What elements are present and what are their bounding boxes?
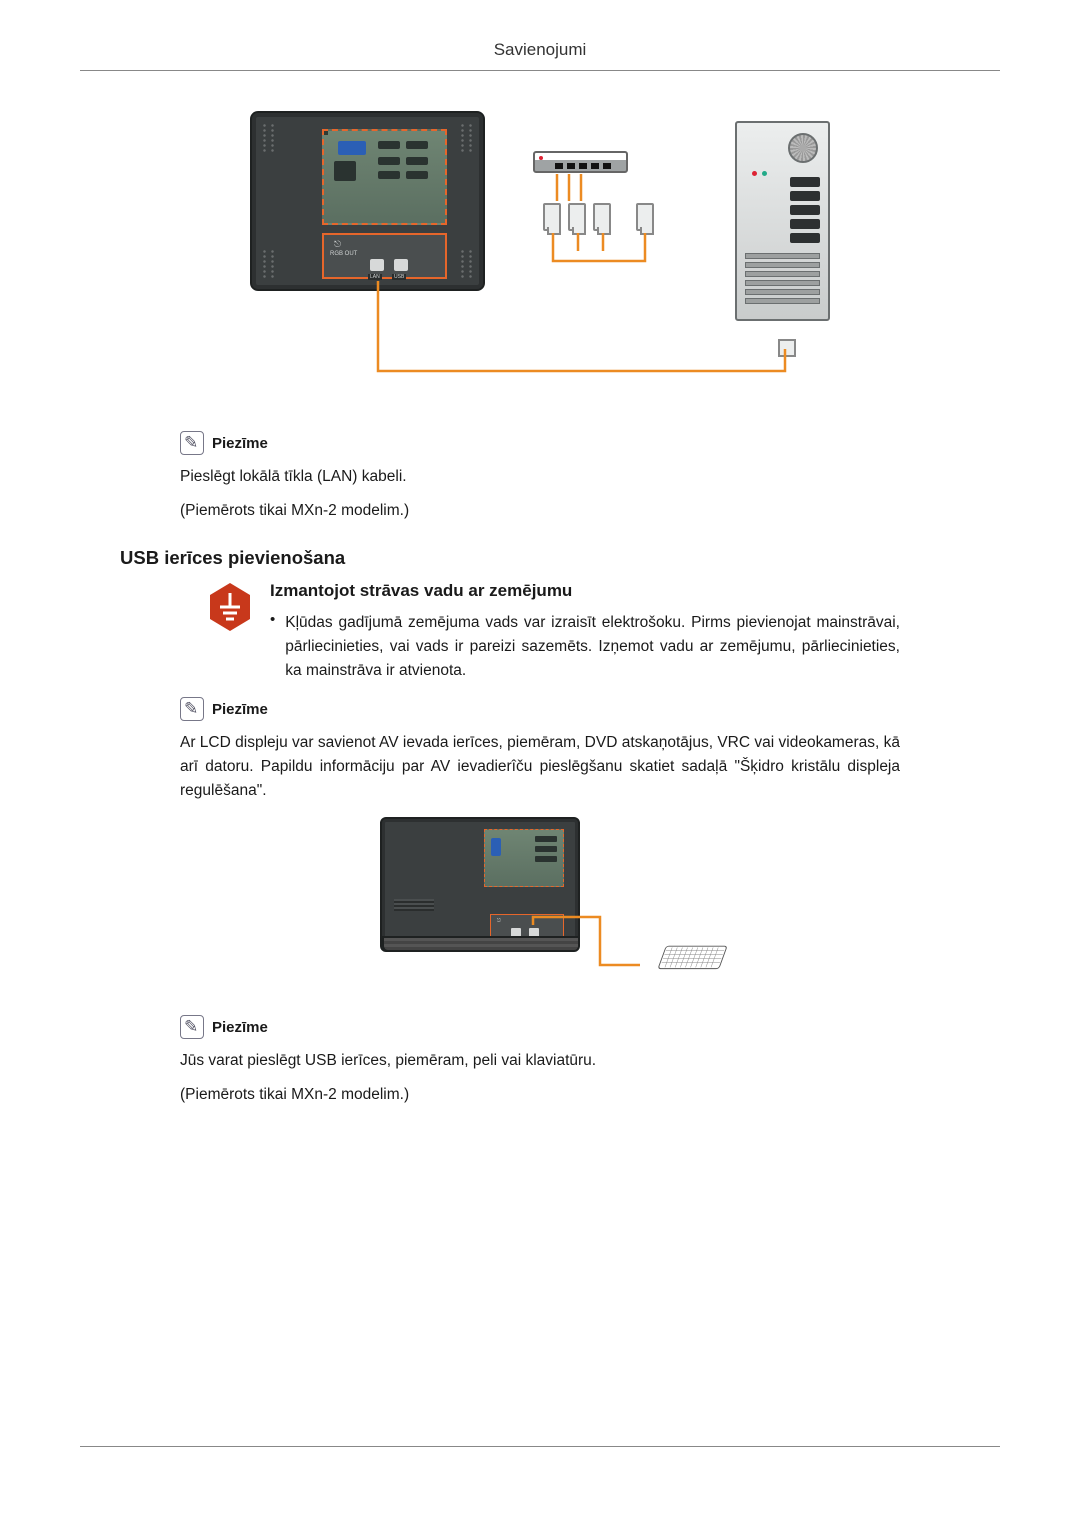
ground-warning-icon [208,581,252,633]
pc-3 [593,203,611,231]
pc-1 [543,203,561,231]
usb-section-title: USB ierīces pievienošana [120,547,900,569]
note-label: Piezīme [212,435,268,452]
ground-warning-text: Kļūdas gadījumā zemējuma vads var izrais… [285,611,900,683]
figure-lan-diagram: ⎋ RGB OUT LAN USB [250,111,830,401]
note3-text-2: (Piemērots tikai MXn-2 modelim.) [180,1083,900,1107]
footer-rule [80,1446,1000,1447]
pc-4 [636,203,654,231]
note3-text-1: Jūs varat pieslēgt USB ierīces, piemēram… [180,1049,900,1073]
note1-text-1: Pieslēgt lokālā tīkla (LAN) kabeli. [180,465,900,489]
bullet: • [270,611,275,683]
rgb-out-label: RGB OUT [330,251,357,257]
header-rule [80,70,1000,71]
note-icon [180,431,204,455]
usb-icon: ⎋ [334,239,341,250]
network-hub [533,151,628,173]
monitor-rear: ⎋ RGB OUT LAN USB [250,111,485,291]
usb-port-label: USB [392,274,406,280]
keyboard-icon [648,943,738,975]
page-header: Savienojumi [80,40,1000,70]
figure-usb-diagram: ⎋ [380,817,700,997]
note-icon [180,1015,204,1039]
pc-tower [735,121,830,321]
tower-lan-port [778,339,796,357]
note-icon [180,697,204,721]
pc-2 [568,203,586,231]
note-label: Piezīme [212,701,268,718]
note-label: Piezīme [212,1019,268,1036]
note2-text: Ar LCD displeju var savienot AV ievada i… [180,731,900,803]
lan-port-label: LAN [368,274,382,280]
note1-text-2: (Piemērots tikai MXn-2 modelim.) [180,499,900,523]
ground-warning-title: Izmantojot strāvas vadu ar zemējumu [270,581,900,601]
